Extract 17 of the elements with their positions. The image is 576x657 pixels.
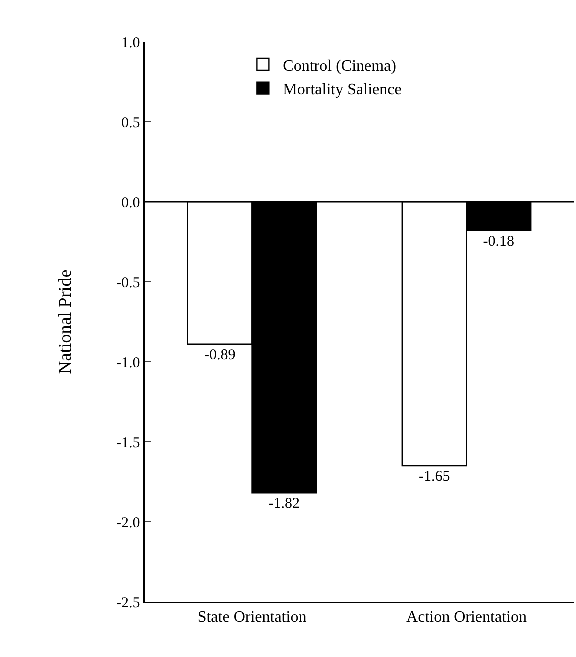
y-tick-label: 0.0 [122,195,140,212]
y-tick-label: -2.5 [116,595,140,612]
legend-label: Control (Cinema) [283,58,396,75]
legend-label: Mortality Salience [283,82,402,99]
y-tick-label: 0.5 [122,115,140,132]
y-axis-title: National Pride [55,270,76,374]
y-tick-label: -1.5 [116,435,140,452]
y-tick-label: -1.0 [116,355,140,372]
y-tick-label: -0.5 [116,275,140,292]
x-tick-label: Action Orientation [406,609,527,626]
data-label: -1.82 [268,496,300,512]
data-label: -1.65 [418,469,450,485]
data-label: -0.89 [204,347,236,364]
data-label: -0.18 [483,234,515,250]
y-tick-label: 1.0 [122,35,140,52]
y-tick-label: -2.0 [116,515,140,532]
x-tick-label: State Orientation [198,609,307,626]
